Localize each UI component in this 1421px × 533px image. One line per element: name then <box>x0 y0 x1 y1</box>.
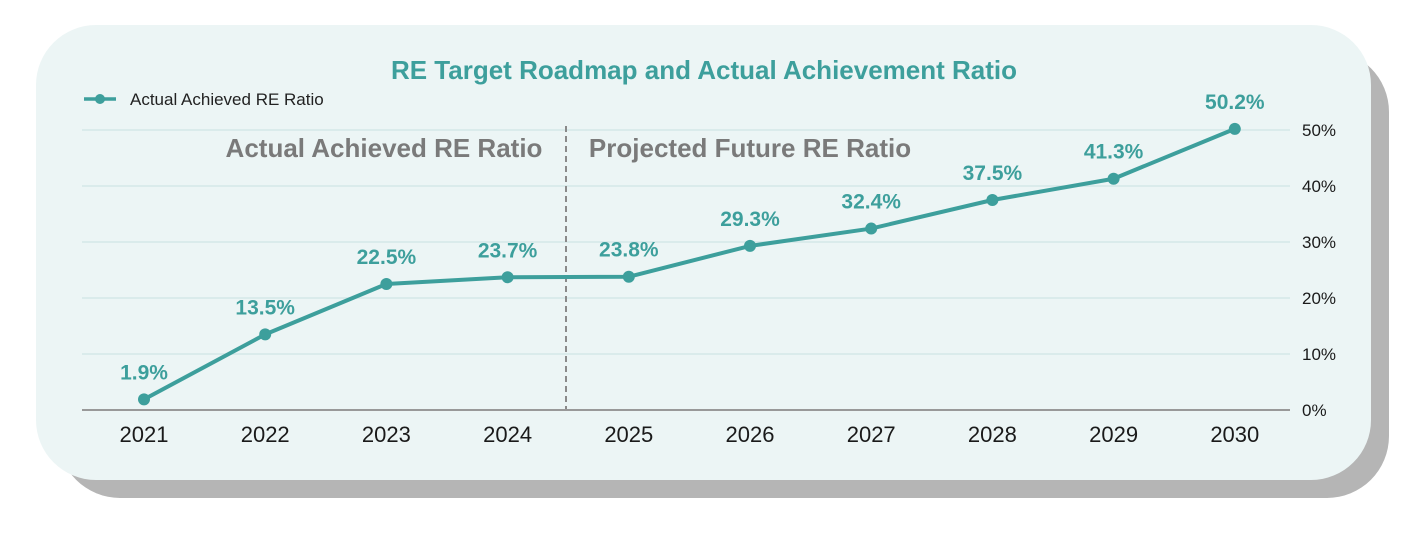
legend-label: Actual Achieved RE Ratio <box>130 90 324 109</box>
chart-card <box>36 25 1371 480</box>
data-point <box>865 222 878 235</box>
x-tick-label: 2024 <box>483 422 532 447</box>
x-tick-label: 2022 <box>241 422 290 447</box>
x-tick-label: 2021 <box>120 422 169 447</box>
x-tick-label: 2026 <box>726 422 775 447</box>
data-point <box>1228 122 1241 135</box>
data-label: 1.9% <box>120 361 168 384</box>
legend-marker <box>95 94 105 104</box>
data-label: 22.5% <box>357 246 417 269</box>
data-point <box>501 271 514 284</box>
data-point <box>622 270 635 283</box>
data-label: 29.3% <box>720 208 780 231</box>
y-axis-ticks: 0% 10% 20% 30% 40% 50% <box>1302 121 1336 420</box>
x-tick-label: 2023 <box>362 422 411 447</box>
x-tick-label: 2025 <box>604 422 653 447</box>
x-tick-label: 2028 <box>968 422 1017 447</box>
data-label: 50.2% <box>1205 91 1265 114</box>
data-label: 37.5% <box>963 162 1023 185</box>
y-tick-label: 10% <box>1302 345 1336 364</box>
data-point <box>1107 172 1120 185</box>
data-label: 23.8% <box>599 239 659 262</box>
x-axis-ticks: 2021 2022 2023 2024 2025 2026 2027 2028 2029 2030 <box>120 422 1260 447</box>
chart-title: RE Target Roadmap and Actual Achievement… <box>391 55 1017 85</box>
data-point <box>986 194 999 206</box>
x-tick-label: 2029 <box>1089 422 1138 447</box>
y-tick-label: 40% <box>1302 177 1336 196</box>
y-tick-label: 50% <box>1302 121 1336 140</box>
data-label: 23.7% <box>478 239 538 262</box>
y-tick-label: 30% <box>1302 233 1336 252</box>
legend: Actual Achieved RE Ratio <box>84 90 324 109</box>
y-tick-label: 20% <box>1302 289 1336 308</box>
y-tick-label: 0% <box>1302 401 1327 420</box>
section-label-projected: Projected Future RE Ratio <box>589 133 911 163</box>
x-tick-label: 2030 <box>1210 422 1259 447</box>
gridlines <box>82 129 1290 355</box>
x-tick-label: 2027 <box>847 422 896 447</box>
data-point <box>138 393 150 406</box>
data-point <box>380 278 393 290</box>
data-point <box>744 239 756 252</box>
data-label: 32.4% <box>841 191 901 214</box>
data-points <box>138 122 1241 406</box>
data-label: 41.3% <box>1084 141 1144 164</box>
data-labels: 1.9% 13.5% 22.5% 23.7% 23.8% 29.3% 32.4% 37.5% 4… <box>120 91 1265 384</box>
section-label-actual: Actual Achieved RE Ratio <box>226 133 543 163</box>
data-label: 13.5% <box>235 296 295 319</box>
data-point <box>259 328 272 341</box>
series-line-actual-achieved-re-ratio <box>143 127 1236 402</box>
